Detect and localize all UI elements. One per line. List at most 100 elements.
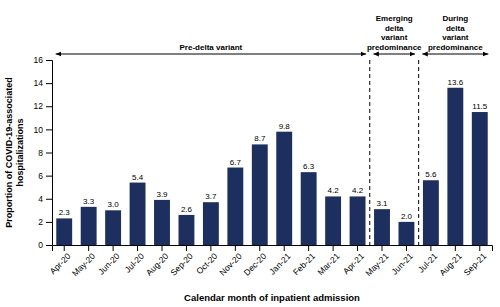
x-tick-mark [284,245,285,251]
data-label: 6.7 [230,158,242,167]
y-axis: 0 2 4 6 8 10 12 14 16 [34,55,53,250]
bar [227,168,243,245]
y-tick-label: 4 [38,194,43,204]
x-tick: Jan-21 [267,245,293,277]
plot: 2.33.33.05.43.92.63.76.78.79.86.34.24.23… [34,14,493,278]
y-tick: 12 [34,101,52,111]
x-tick-label: Nov-20 [217,251,244,278]
x-tick: Sep-21 [462,245,489,278]
bar [276,132,292,245]
x-tick-mark [382,245,383,251]
x-tick: Aug-20 [144,245,171,278]
x-tick-label: Sep-20 [168,251,195,278]
axis-line [46,61,53,246]
x-tick-mark [430,245,431,251]
data-label: 3.0 [108,200,120,209]
x-tick: Jun-21 [389,245,415,277]
chart: 2.33.33.05.43.92.63.76.78.79.86.34.24.23… [0,0,500,307]
x-tick: Oct-20 [194,245,219,276]
x-axis-title: Calendar month of inpatient admission [184,292,360,303]
period-arrow [422,54,488,55]
bar [472,112,488,245]
y-tick: 8 [38,148,52,158]
period-divider [418,60,419,245]
bar [301,172,317,245]
x-tick-label: Apr-21 [341,251,366,276]
y-tick: 2 [38,217,52,227]
x-tick-mark [64,245,65,251]
y-tick-mark [46,222,52,223]
x-tick-label: Jan-21 [267,251,293,277]
x-tick-mark [406,245,407,251]
x-tick-mark [162,245,163,251]
y-tick-label: 8 [38,148,43,158]
data-label: 4.2 [352,186,364,195]
x-tick: May-21 [363,245,390,278]
x-tick-mark [186,245,187,251]
y-tick-label: 2 [38,217,43,227]
bar [423,180,439,245]
x-tick-mark [210,245,211,251]
x-tick-mark [235,245,236,251]
bar [252,144,268,245]
bar [179,215,195,245]
x-tick-mark [259,245,260,251]
y-axis-title: Proportion of COVID-19-associatedhospita… [4,77,25,228]
x-tick-mark [333,245,334,251]
x-tick-label: Jun-21 [389,251,415,277]
data-label: 11.5 [472,102,488,111]
data-label: 2.3 [59,208,71,217]
y-tick: 16 [34,55,52,65]
x-tick-label: Jun-20 [96,251,122,277]
x-tick-label: Aug-20 [144,251,171,278]
y-tick: 0 [38,240,52,250]
x-tick-mark [113,245,114,251]
x-tick: Jun-20 [96,245,122,277]
x-tick-label: Dec-20 [242,251,269,278]
x-tick-label: May-21 [363,251,390,278]
y-tick-mark [46,106,52,107]
data-label: 3.7 [205,192,217,201]
data-label: 8.7 [254,134,266,143]
y-tick: 4 [38,194,52,204]
y-tick: 14 [34,78,52,88]
x-tick-label: Mar-21 [315,251,341,277]
x-tick-label: Oct-20 [194,251,219,276]
x-tick-mark [308,245,309,251]
y-tick-label: 6 [38,171,43,181]
x-tick-mark [479,245,480,251]
bar [154,200,170,245]
y-tick: 10 [34,125,52,135]
x-tick-label: Sep-21 [462,251,489,278]
data-label: 3.1 [376,199,388,208]
period-arrow [373,54,415,55]
y-tick-mark [46,199,52,200]
y-tick-label: 16 [34,55,44,65]
annotations: Pre-delta variantEmergingdeltavariantpre… [56,14,489,245]
x-tick: Aug-21 [437,245,464,278]
x-tick: Mar-21 [315,245,341,277]
x-tick: Nov-20 [217,245,244,278]
x-tick-mark [357,245,358,251]
data-label: 2.0 [401,212,413,221]
x-tick-label: Apr-20 [47,251,72,276]
y-tick-label: 0 [38,240,43,250]
bar [105,210,121,245]
data-label: 5.6 [425,170,437,179]
x-tick: Dec-20 [242,245,269,278]
data-label: 3.3 [83,197,95,206]
bar [374,209,390,245]
x-axis: Apr-20May-20Jun-20Jul-20Aug-20Sep-20Oct-… [47,245,492,278]
x-tick-label: Feb-21 [291,251,317,277]
x-tick: Jul-20 [122,245,146,275]
x-tick-mark [455,245,456,251]
bar [325,196,341,245]
y-tick-mark [46,60,52,61]
data-label: 9.8 [279,122,291,131]
bar [203,202,219,245]
data-labels: 2.33.33.05.43.92.63.76.78.79.86.34.24.23… [59,78,488,221]
x-tick: Jul-21 [416,245,440,275]
period-label: Emergingdeltavariantpredominance [367,14,422,52]
y-tick-mark [46,176,52,177]
y-tick-label: 10 [34,125,44,135]
